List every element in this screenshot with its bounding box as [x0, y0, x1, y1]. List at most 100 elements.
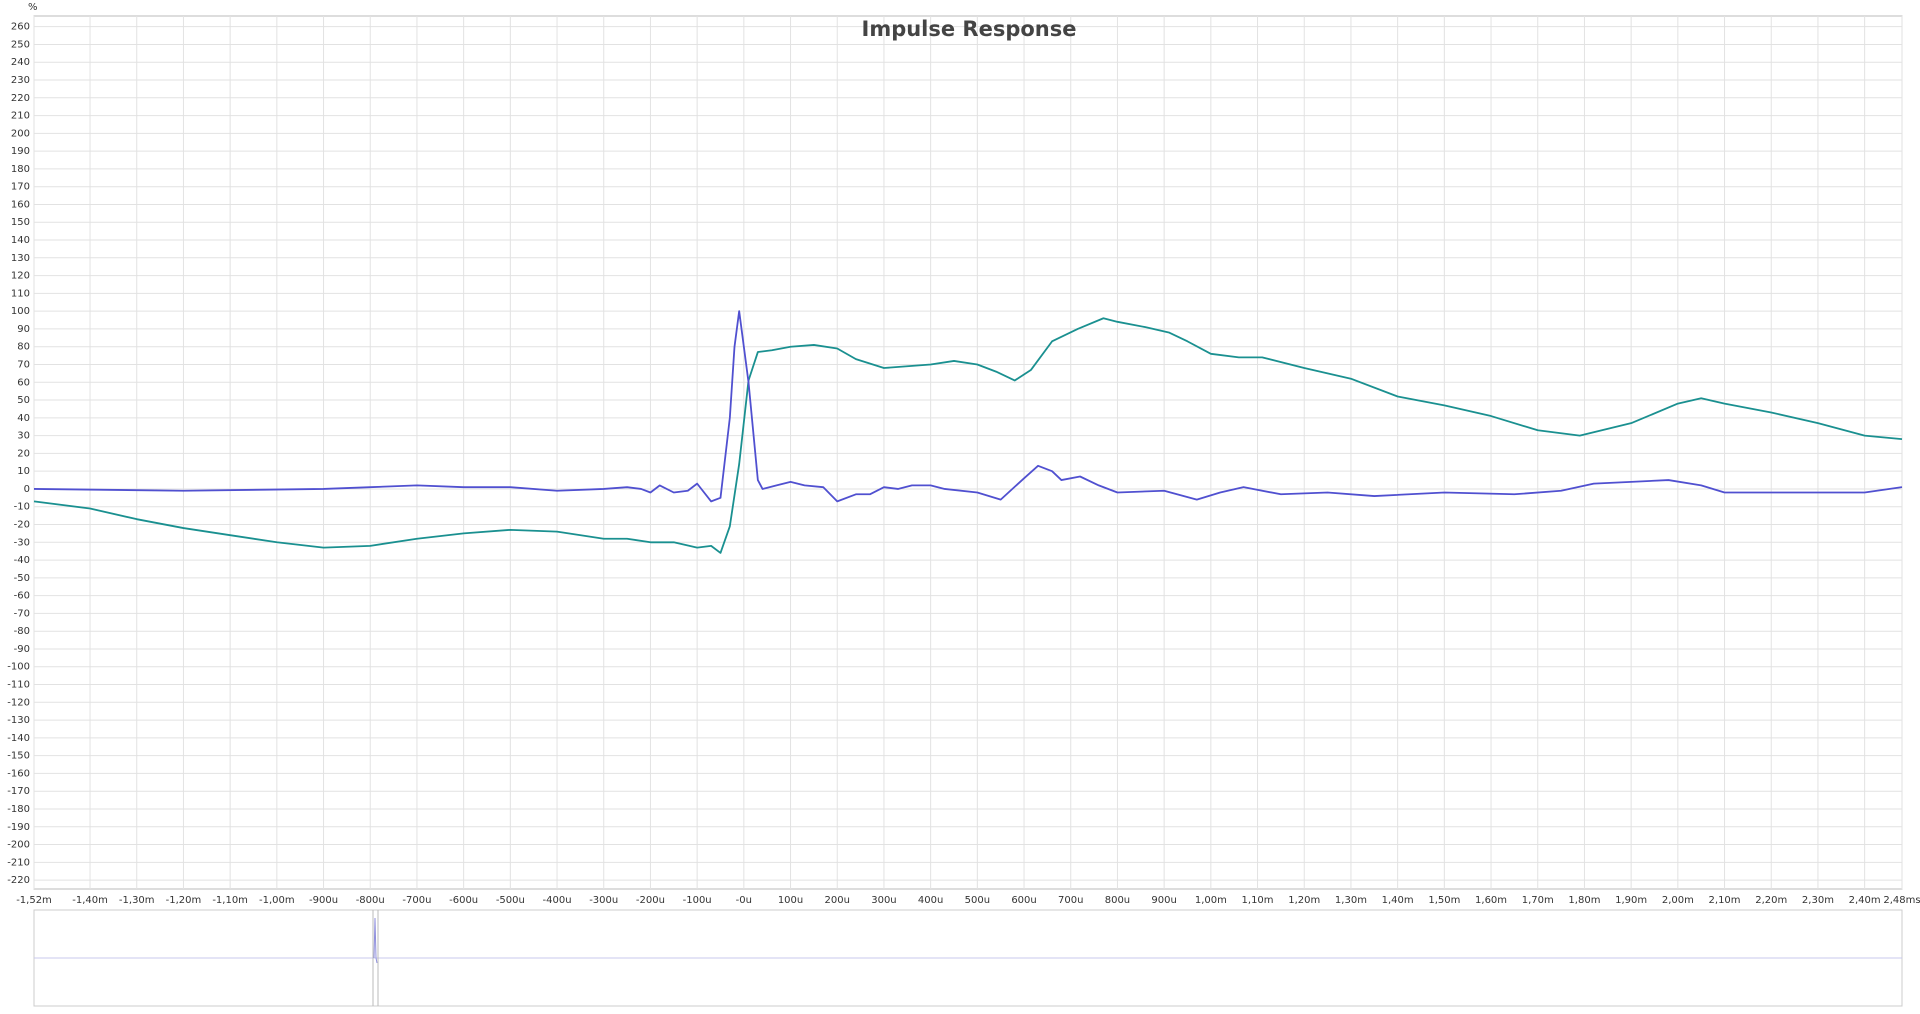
x-tick-label: 2,30m	[1802, 895, 1834, 906]
x-tick-label: 800u	[1105, 895, 1130, 906]
x-tick-label: 2,40m	[1849, 895, 1881, 906]
x-tick-label: -600u	[449, 895, 478, 906]
y-tick-label: 90	[17, 324, 30, 335]
series-line	[33, 317, 1903, 554]
x-tick-label: 1,10m	[1242, 895, 1274, 906]
y-tick-label: -70	[14, 608, 30, 619]
x-tick-label: -1,10m	[212, 895, 248, 906]
x-tick-label: 1,70m	[1522, 895, 1554, 906]
y-tick-label: 30	[17, 431, 30, 442]
lines	[33, 310, 1903, 554]
y-tick-label: 100	[11, 306, 30, 317]
y-tick-label: 190	[11, 146, 30, 157]
x-tick-label: 200u	[825, 895, 850, 906]
y-tick-label: 40	[17, 413, 30, 424]
x-tick-label: 2,20m	[1755, 895, 1787, 906]
x-tick-label: -700u	[402, 895, 431, 906]
y-tick-label: -30	[14, 537, 30, 548]
y-tick-label: 240	[11, 57, 30, 68]
y-tick-label: -220	[7, 875, 30, 886]
y-tick-label: -180	[7, 804, 30, 815]
x-tick-label: 2,10m	[1709, 895, 1741, 906]
y-tick-label: 120	[11, 271, 30, 282]
series-line	[33, 310, 1903, 503]
x-tick-label: -400u	[543, 895, 572, 906]
y-tick-label: -130	[7, 715, 30, 726]
x-tick-label: 700u	[1058, 895, 1083, 906]
y-tick-label: -60	[14, 591, 30, 602]
y-tick-label: 10	[17, 466, 30, 477]
y-tick-label: -170	[7, 786, 30, 797]
x-tick-label: -1,52m	[16, 895, 52, 906]
x-tick-label: 400u	[918, 895, 943, 906]
chart-title: Impulse Response	[862, 17, 1077, 41]
overview-spike	[373, 917, 378, 964]
y-tick-label: -120	[7, 697, 30, 708]
x-tick-label: 600u	[1011, 895, 1036, 906]
y-tick-label: -50	[14, 573, 30, 584]
y-tick-label: 20	[17, 448, 30, 459]
x-tick-label: -300u	[589, 895, 618, 906]
x-tick-label: -0u	[736, 895, 752, 906]
grid: 2602502402302202102001901801701601501401…	[7, 16, 1920, 906]
x-tick-label: -1,30m	[119, 895, 155, 906]
x-tick-label: 1,90m	[1615, 895, 1647, 906]
y-tick-label: 230	[11, 75, 30, 86]
y-tick-label: 80	[17, 342, 30, 353]
y-tick-label: -210	[7, 857, 30, 868]
x-tick-label: -500u	[496, 895, 525, 906]
y-tick-label: 60	[17, 377, 30, 388]
y-unit-label: %	[28, 2, 38, 13]
y-tick-label: -140	[7, 733, 30, 744]
x-tick-label: 500u	[965, 895, 990, 906]
x-tick-label: 1,40m	[1382, 895, 1414, 906]
y-tick-label: 250	[11, 39, 30, 50]
y-tick-label: 260	[11, 22, 30, 33]
x-tick-label: 2,48ms	[1883, 895, 1920, 906]
x-tick-label: -900u	[309, 895, 338, 906]
y-tick-label: -90	[14, 644, 30, 655]
y-tick-label: -100	[7, 662, 30, 673]
x-tick-label: 1,30m	[1335, 895, 1367, 906]
x-tick-label: 1,50m	[1428, 895, 1460, 906]
x-tick-label: 1,80m	[1568, 895, 1600, 906]
x-tick-label: -200u	[636, 895, 665, 906]
y-tick-label: 70	[17, 359, 30, 370]
y-tick-label: 180	[11, 164, 30, 175]
y-tick-label: -160	[7, 768, 30, 779]
y-tick-label: 50	[17, 395, 30, 406]
x-tick-label: 300u	[871, 895, 896, 906]
y-tick-label: -20	[14, 520, 30, 531]
y-tick-label: 220	[11, 93, 30, 104]
y-tick-label: 130	[11, 253, 30, 264]
x-tick-label: -1,20m	[166, 895, 202, 906]
x-tick-label: 100u	[778, 895, 803, 906]
y-tick-label: -10	[14, 502, 30, 513]
y-tick-label: 210	[11, 111, 30, 122]
x-tick-label: -100u	[683, 895, 712, 906]
y-tick-label: -150	[7, 751, 30, 762]
y-tick-label: 0	[24, 484, 30, 495]
y-tick-label: 110	[11, 288, 30, 299]
y-tick-label: 140	[11, 235, 30, 246]
y-tick-label: 160	[11, 199, 30, 210]
x-tick-label: -1,40m	[72, 895, 108, 906]
x-tick-label: 2,00m	[1662, 895, 1694, 906]
plot-frame	[33, 15, 1903, 890]
y-tick-label: 200	[11, 128, 30, 139]
x-tick-label: -800u	[356, 895, 385, 906]
y-tick-label: 150	[11, 217, 30, 228]
y-tick-label: -80	[14, 626, 30, 637]
x-tick-label: 1,20m	[1288, 895, 1320, 906]
y-tick-label: -200	[7, 840, 30, 851]
x-tick-label: 1,60m	[1475, 895, 1507, 906]
x-tick-label: 1,00m	[1195, 895, 1227, 906]
y-tick-label: -110	[7, 680, 30, 691]
y-tick-label: 170	[11, 182, 30, 193]
y-tick-label: -190	[7, 822, 30, 833]
x-tick-label: -1,00m	[259, 895, 295, 906]
x-tick-label: 900u	[1151, 895, 1176, 906]
y-tick-label: -40	[14, 555, 30, 566]
